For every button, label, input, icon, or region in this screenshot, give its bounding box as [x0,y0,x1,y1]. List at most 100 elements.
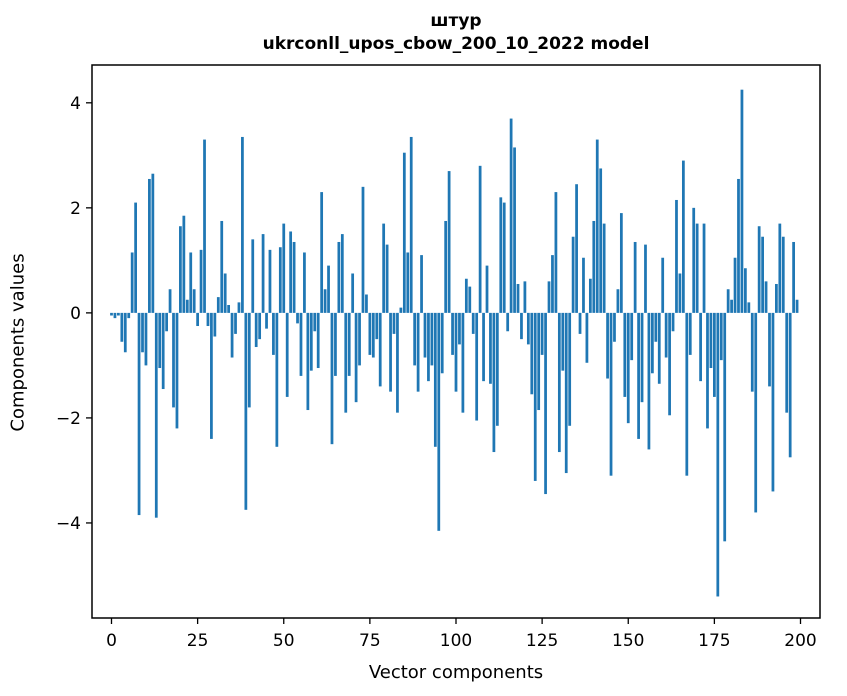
bar [588,278,592,313]
bar [557,312,561,453]
bar [327,265,330,313]
bar [678,273,682,313]
bar [747,302,751,313]
bar [268,249,272,313]
bar [409,136,413,313]
x-tick-label: 175 [698,631,730,651]
bar [420,255,423,313]
bar [127,312,131,319]
x-axis-label: Vector components [368,662,544,683]
y-tick-label: 2 [70,199,81,219]
bar [430,312,434,366]
bar [637,312,640,439]
bar [657,312,661,384]
bar [247,312,251,408]
bar [544,312,547,495]
bar [285,312,289,397]
bar [592,220,596,313]
bar [533,312,537,481]
bar [433,312,437,447]
bar [695,223,699,313]
bar [213,312,217,337]
bar [113,312,117,319]
bar [492,312,496,453]
bar [392,312,396,334]
bar [754,312,758,513]
bar [292,241,296,313]
bar [413,312,417,366]
bar [585,312,589,363]
bar [516,283,520,313]
bar [458,312,461,345]
bar [227,305,231,313]
bar [399,307,403,313]
bar [475,312,479,421]
bar [502,202,506,313]
bar [182,215,186,313]
bar [316,312,320,369]
bar [241,136,244,313]
bar [616,289,620,313]
bar [134,202,137,313]
bar [251,239,255,313]
bar [702,223,706,313]
bar [730,299,733,313]
bar [599,168,603,313]
bar [509,118,513,313]
bar [451,312,454,355]
bar [554,192,558,313]
bar [609,312,613,476]
bar [299,312,303,376]
bar [309,312,313,371]
bar [402,152,406,313]
bar [427,312,430,382]
bar [130,252,134,313]
bar [719,312,723,361]
bar [230,312,234,358]
bar [578,312,582,334]
bar [192,289,196,313]
bar [196,312,200,327]
bar [351,273,355,313]
bar [675,199,678,313]
bar [706,312,709,429]
bar [685,312,689,476]
bar [506,312,510,332]
bar [671,312,675,332]
bar [234,312,237,334]
bar [547,281,551,313]
bar [378,312,382,387]
bar [303,252,306,313]
chart-title: штур [430,11,482,31]
bar [602,223,606,313]
bar [571,236,575,313]
bar [371,312,375,358]
x-tick-label: 0 [106,631,117,651]
bar [344,312,348,413]
bar [347,312,351,376]
bar [482,312,485,382]
bar [647,312,651,450]
x-tick-label: 200 [784,631,816,651]
bar [668,312,671,416]
bar [158,312,162,369]
bar [389,312,392,392]
bar [110,312,113,316]
bar [223,273,227,313]
chart-subtitle: ukrconll_upos_cbow_200_10_2022 model [262,34,650,54]
bar [561,312,565,371]
bar [265,312,268,329]
bar [323,289,327,313]
bar [185,299,189,313]
bar [709,312,713,369]
bar [416,312,420,392]
bar [199,249,203,313]
bar [526,312,530,345]
bar [619,213,623,313]
bar [161,312,165,390]
bar [623,312,627,397]
bar [744,268,747,313]
bar [644,244,647,313]
bar [764,281,768,313]
